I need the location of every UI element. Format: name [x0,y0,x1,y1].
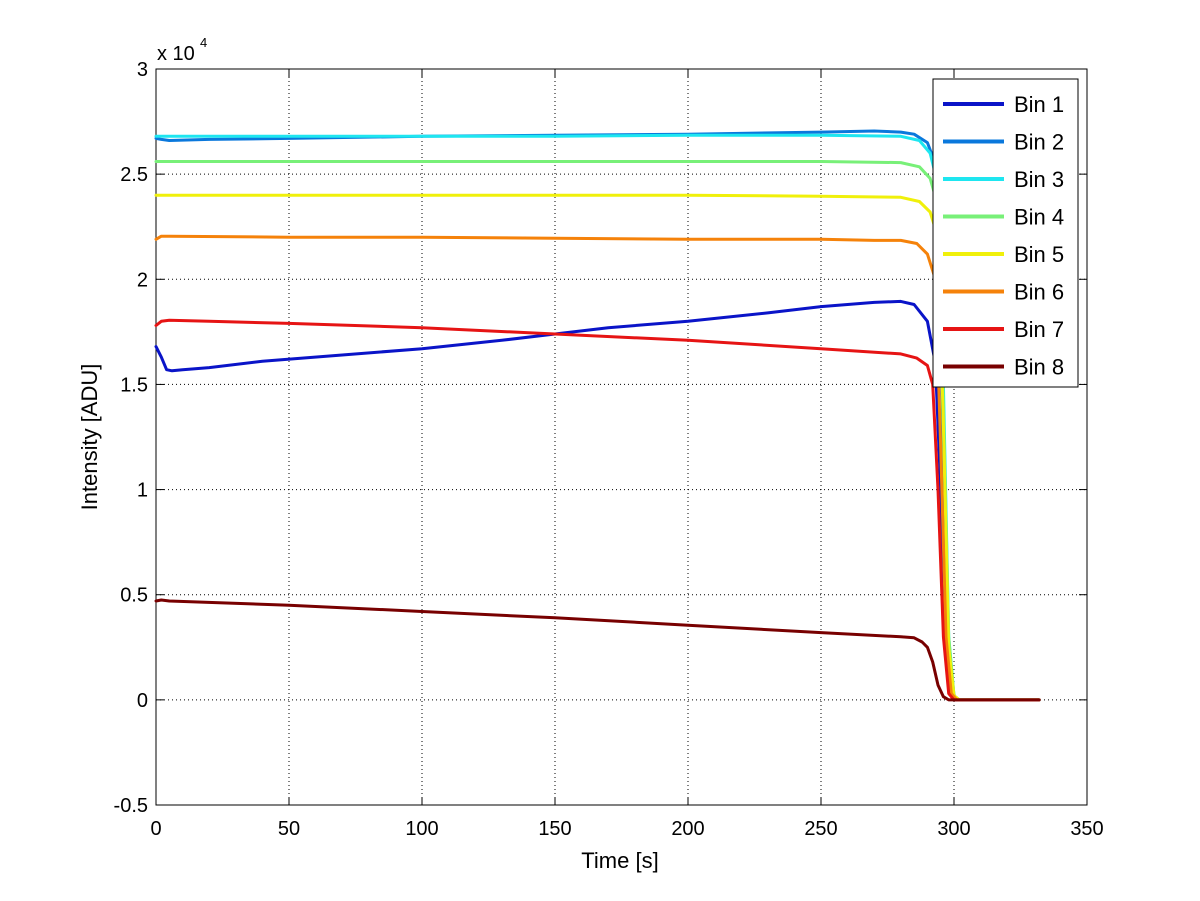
x-tick-label: 250 [804,818,837,840]
legend-label: Bin 6 [1014,280,1064,305]
ticks: 0 50 100 150 200 250 300 350-0.500.511.522.53 [114,59,1104,840]
y-exponent-power: 4 [200,35,207,50]
y-tick-label: 2.5 [120,164,148,186]
y-tick-label: 2 [137,269,148,291]
legend: Bin 1 Bin 2 Bin 3 Bin 4 Bin 5 Bin 6 Bin 7 Bin 8 [932,78,1079,388]
legend-label: Bin 4 [1014,205,1064,230]
x-tick-label: 50 [278,818,300,840]
x-tick-label: 200 [671,818,704,840]
series-line-bin-8 [154,598,1041,702]
grid [156,69,1087,805]
legend-label: Bin 5 [1014,242,1064,267]
legend-label: Bin 8 [1014,355,1064,380]
y-exponent-label: x 10 [157,43,195,65]
y-tick-label: 3 [137,59,148,81]
legend-label: Bin 1 [1014,92,1064,117]
series-line-bin-7 [154,318,1041,702]
legend-label: Bin 7 [1014,317,1064,342]
y-tick-label: 1 [137,480,148,502]
legend-label: Bin 2 [1014,130,1064,155]
legend-box [932,78,1079,388]
y-tick-label: -0.5 [114,795,148,817]
data-series [154,129,1041,702]
legend-label: Bin 3 [1014,167,1064,192]
x-axis-label: Time [s] [581,848,658,873]
y-tick-label: 0 [137,690,148,712]
x-tick-label: 350 [1070,818,1103,840]
x-tick-label: 300 [937,818,970,840]
y-tick-label: 1.5 [120,374,148,396]
y-axis-label: Intensity [ADU] [77,364,102,511]
axes-frame [155,68,1088,806]
x-tick-label: 100 [405,818,438,840]
series-line-bin-6 [154,234,1041,702]
y-tick-label: 0.5 [120,585,148,607]
x-tick-label: 150 [538,818,571,840]
x-tick-label: 0 [150,818,161,840]
